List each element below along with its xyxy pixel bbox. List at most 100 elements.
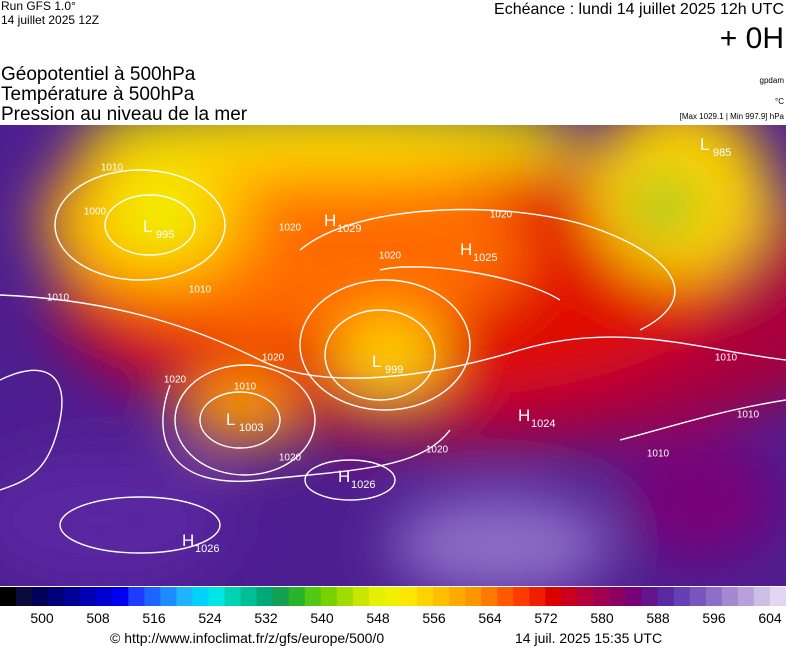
color-swatch <box>0 587 17 606</box>
color-swatch <box>336 587 354 606</box>
isobar-label: 1010 <box>715 353 738 364</box>
isobar-label: 1020 <box>279 223 302 234</box>
colorbar-tick: 604 <box>758 610 782 626</box>
center-type: H <box>338 467 350 486</box>
isobars <box>0 169 786 554</box>
color-swatch <box>208 587 226 606</box>
colorbar-tick: 580 <box>590 610 614 626</box>
center-value: 1029 <box>337 223 361 235</box>
isobar-label: 1010 <box>189 285 212 296</box>
isobar-label: 1020 <box>279 453 302 464</box>
isobar-labels: 1010 1000 1010 1020 1020 1020 1020 1010 1020 1020… <box>47 163 760 464</box>
color-swatch <box>657 587 675 606</box>
color-swatch <box>465 587 482 606</box>
center-value: 1026 <box>351 479 375 491</box>
isobar-label: 1010 <box>737 410 760 421</box>
colorbar-tick: 556 <box>422 610 446 626</box>
colorbar-tick: 596 <box>702 610 726 626</box>
colorbar-tick: 532 <box>254 610 278 626</box>
color-swatch <box>529 587 546 606</box>
center-value: 1025 <box>473 252 497 264</box>
run-date: 14 juillet 2025 12Z <box>1 13 99 27</box>
color-swatch <box>320 587 338 606</box>
echeance: Echéance : lundi 14 juillet 2025 12h UTC <box>494 1 784 18</box>
colorbar-tick: 508 <box>86 610 110 626</box>
center-type: L <box>700 135 709 154</box>
color-swatch <box>16 587 33 606</box>
isobar-label: 1010 <box>101 163 124 174</box>
run: Run GFS 1.0° <box>1 0 76 13</box>
isobar-label: 1020 <box>164 375 187 386</box>
color-swatch <box>304 587 322 606</box>
color-swatch <box>769 587 786 606</box>
center-type: L <box>143 217 152 236</box>
color-swatch <box>641 587 659 606</box>
color-swatch <box>256 587 274 606</box>
color-swatch <box>64 587 81 606</box>
color-swatch <box>96 587 113 606</box>
colorbar-tick: 524 <box>198 610 222 626</box>
isobar-label: 1010 <box>647 449 670 460</box>
color-swatch <box>128 587 145 606</box>
center-value: 995 <box>156 229 174 241</box>
colorbar-tick: 500 <box>30 610 54 626</box>
isobar-label: 1000 <box>84 207 107 218</box>
color-swatch <box>497 587 514 606</box>
unit: °C <box>775 97 784 106</box>
color-swatch <box>368 587 386 606</box>
color-swatch <box>240 587 258 606</box>
center-type: L <box>372 352 381 371</box>
center-value: 1026 <box>195 543 219 555</box>
colorbar: 500 508 516 524 532 540 548 556 564 572 580 588 596 6… <box>0 587 786 626</box>
footer: © http://www.infoclimat.fr/z/gfs/europe/… <box>110 630 662 646</box>
color-swatch <box>32 587 49 606</box>
colorbar-tick: 588 <box>646 610 670 626</box>
color-swatch <box>224 587 242 606</box>
unit: [Max 1029.1 | Min 997.9] hPa <box>680 112 785 121</box>
color-swatch <box>417 587 434 606</box>
unit: gpdam <box>760 76 785 85</box>
color-swatch <box>449 587 466 606</box>
color-swatch <box>689 587 707 606</box>
color-swatch <box>737 587 755 606</box>
color-swatch <box>433 587 450 606</box>
color-swatch <box>753 587 771 606</box>
color-swatch <box>176 587 193 606</box>
color-swatch <box>384 587 402 606</box>
color-swatch <box>673 587 691 606</box>
lead-time: + 0H <box>720 22 784 55</box>
color-swatch <box>48 587 65 606</box>
color-swatch <box>112 587 129 606</box>
isobar-label: 1020 <box>262 353 285 364</box>
color-swatch <box>593 587 611 606</box>
center-value: 985 <box>713 147 731 159</box>
layer: Pression au niveau de la mer <box>1 104 248 125</box>
color-swatch <box>561 587 578 606</box>
color-swatch <box>705 587 723 606</box>
color-swatch <box>272 587 290 606</box>
header: Run GFS 1.0° 14 juillet 2025 12Z Echéanc… <box>1 0 785 125</box>
colorbar-tick: 540 <box>310 610 334 626</box>
color-swatch <box>609 587 627 606</box>
color-swatch <box>401 587 418 606</box>
color-swatch <box>160 587 177 606</box>
isobar-label: 1010 <box>234 382 257 393</box>
source: © http://www.infoclimat.fr/z/gfs/europe/… <box>110 630 384 646</box>
isobar-label: 1010 <box>47 293 70 304</box>
isobar-label: 1020 <box>490 210 513 221</box>
colorbar-tick: 548 <box>366 610 390 626</box>
color-swatch <box>352 587 370 606</box>
color-swatch <box>288 587 306 606</box>
isobar-label: 1020 <box>426 445 449 456</box>
center-type: L <box>226 410 235 429</box>
center-value: 1003 <box>239 422 263 434</box>
date: 14 juil. 2025 15:35 UTC <box>515 630 662 646</box>
layer: Température à 500hPa <box>1 84 195 105</box>
color-swatch <box>513 587 530 606</box>
color-swatch <box>144 587 161 606</box>
color-swatch <box>625 587 643 606</box>
color-swatch <box>545 587 562 606</box>
